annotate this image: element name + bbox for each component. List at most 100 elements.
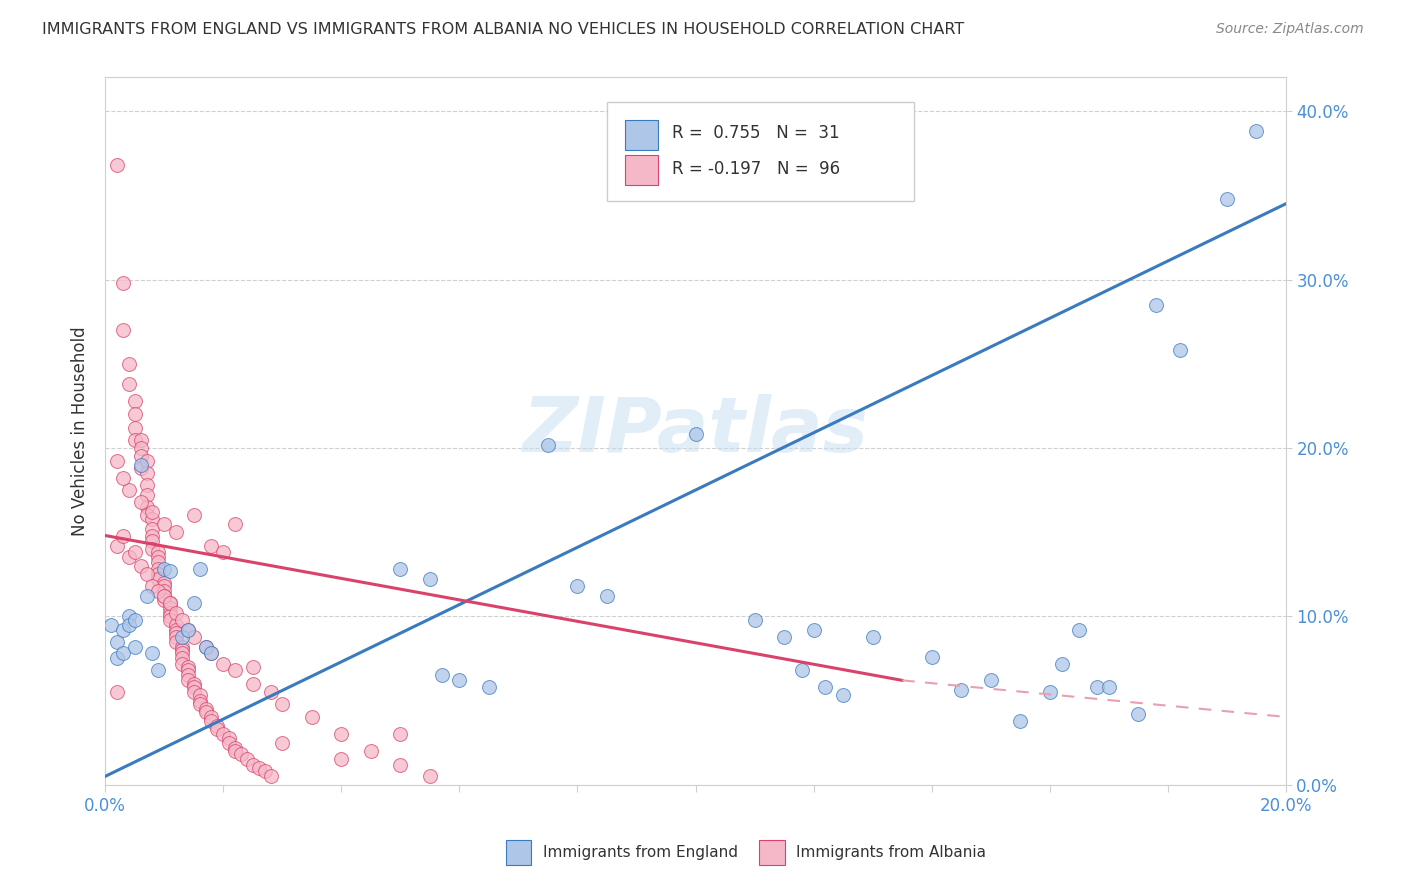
Point (330, 727, 353, 741)
Point (194, 706, 217, 720)
Point (159, 564, 181, 578)
Point (188, 693, 211, 707)
Point (165, 630, 187, 644)
Point (177, 663, 200, 677)
Point (170, 651, 193, 665)
Point (148, 562, 170, 576)
Point (224, 740, 246, 755)
Point (229, 747, 252, 762)
Point (141, 647, 163, 661)
Point (218, 736, 240, 750)
Point (200, 710, 222, 724)
Point (259, 769, 281, 783)
Point (111, 623, 134, 637)
Text: ZIPatlas: ZIPatlas (523, 394, 869, 468)
Point (141, 528, 163, 542)
Point (177, 660, 200, 674)
Point (141, 579, 163, 593)
Point (129, 433, 152, 447)
Point (236, 752, 259, 766)
Point (141, 541, 163, 556)
Point (259, 685, 281, 699)
Point (170, 647, 193, 661)
Point (165, 623, 187, 637)
Point (118, 550, 141, 565)
Point (212, 657, 235, 671)
Point (124, 407, 146, 421)
Point (200, 647, 222, 661)
Point (100, 62, 122, 76)
Point (153, 575, 176, 590)
Point (1246, 124, 1268, 138)
Point (194, 640, 217, 654)
Point (148, 545, 170, 559)
Point (177, 668, 200, 682)
Point (148, 663, 170, 677)
Point (862, 630, 884, 644)
Point (1216, 192, 1239, 206)
Point (1010, 714, 1032, 728)
Point (141, 522, 163, 536)
Point (1168, 343, 1191, 358)
Point (183, 596, 205, 610)
Point (148, 567, 170, 582)
Point (129, 558, 152, 573)
Point (194, 640, 217, 654)
Point (165, 606, 187, 620)
Point (188, 697, 211, 711)
Point (129, 441, 152, 455)
Point (141, 533, 163, 548)
Point (242, 757, 264, 772)
Point (105, 158, 128, 172)
Point (224, 516, 246, 531)
Point (773, 630, 796, 644)
Point (980, 673, 1002, 688)
Point (153, 584, 176, 599)
Point (118, 357, 141, 371)
Point (170, 613, 193, 627)
Point (159, 596, 181, 610)
Point (118, 609, 141, 624)
Point (159, 609, 181, 624)
Point (271, 697, 294, 711)
Point (330, 752, 353, 766)
Point (207, 719, 229, 733)
Point (118, 376, 141, 391)
Point (111, 528, 134, 542)
Point (124, 545, 146, 559)
Point (129, 461, 152, 475)
Point (419, 769, 441, 783)
Point (170, 640, 193, 654)
Point (247, 761, 270, 775)
Point (135, 454, 157, 468)
Point (207, 722, 229, 736)
Point (253, 764, 276, 779)
Text: IMMIGRANTS FROM ENGLAND VS IMMIGRANTS FROM ALBANIA NO VEHICLES IN HOUSEHOLD CORR: IMMIGRANTS FROM ENGLAND VS IMMIGRANTS FR… (42, 22, 965, 37)
Point (1085, 680, 1108, 694)
Point (111, 471, 134, 485)
Point (224, 744, 246, 758)
Point (118, 617, 141, 632)
Point (153, 579, 176, 593)
Point (153, 562, 176, 576)
Point (170, 657, 193, 671)
Text: Immigrants from Albania: Immigrants from Albania (796, 846, 986, 860)
Point (212, 545, 235, 559)
Point (814, 680, 837, 694)
Point (183, 676, 205, 690)
Point (159, 601, 181, 615)
Point (301, 710, 323, 724)
Point (153, 589, 176, 603)
Point (135, 567, 157, 582)
Point (242, 676, 264, 690)
Point (124, 421, 146, 435)
Point (129, 458, 152, 472)
Point (183, 685, 205, 699)
Point (135, 488, 157, 502)
Point (449, 673, 471, 688)
Point (118, 483, 141, 497)
Point (148, 584, 170, 599)
Point (153, 592, 176, 607)
Point (183, 508, 205, 523)
Point (129, 450, 152, 464)
